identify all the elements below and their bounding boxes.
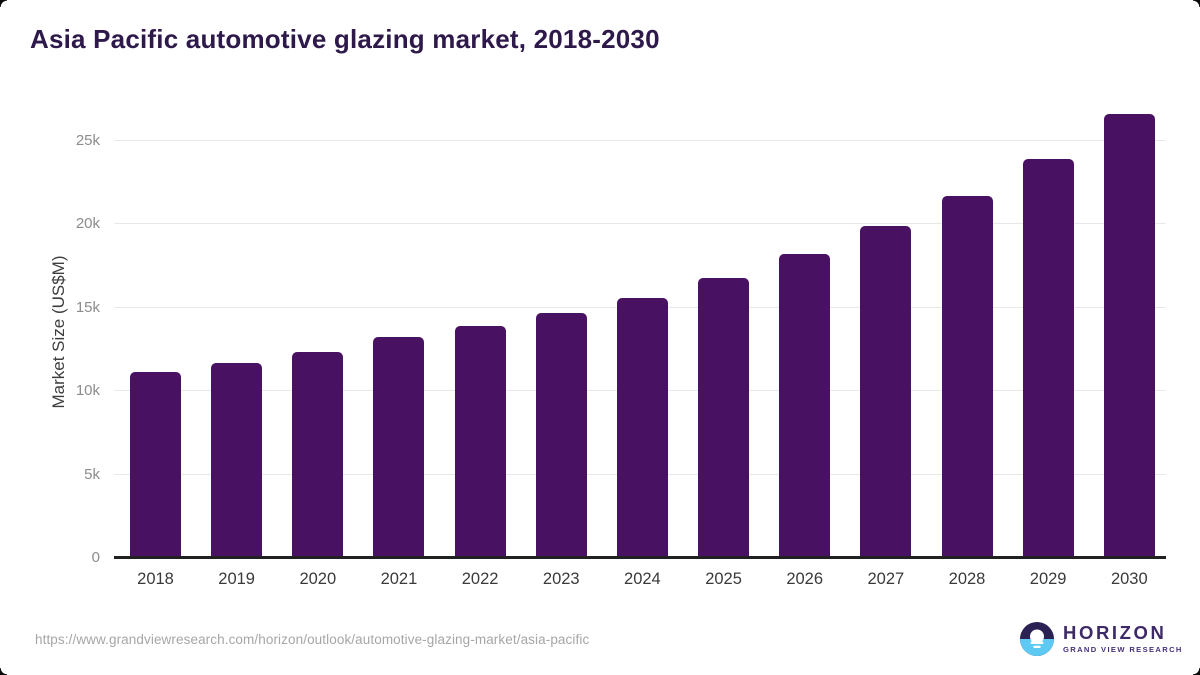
bar-2030 — [1103, 113, 1155, 557]
x-tick-2022: 2022 — [461, 570, 499, 588]
horizon-logo-icon — [1020, 622, 1054, 656]
window-corner-top-left — [0, 0, 7, 7]
x-axis-line — [114, 556, 1166, 559]
bar-2019 — [211, 363, 263, 557]
x-tick-2026: 2026 — [786, 570, 824, 588]
y-tick-10k: 10k — [75, 382, 100, 399]
x-tick-2024: 2024 — [624, 570, 661, 588]
x-tick-2027: 2027 — [867, 570, 905, 588]
bar-2029 — [1022, 158, 1074, 557]
x-tick-2018: 2018 — [137, 570, 174, 588]
bar-2024 — [616, 298, 668, 557]
y-axis-title: Market Size (US$M) — [49, 255, 68, 409]
y-tick-15k: 15k — [75, 298, 100, 316]
horizon-logo-text: HORIZON GRAND VIEW RESEARCH — [1063, 624, 1183, 654]
x-tick-2029: 2029 — [1029, 570, 1067, 588]
x-tick-2021: 2021 — [380, 570, 418, 588]
bar-2025 — [698, 278, 750, 557]
bar-2020 — [292, 352, 344, 557]
y-tick-20k: 20k — [75, 215, 100, 232]
y-tick-25k: 25k — [75, 131, 100, 149]
bar-2027 — [860, 226, 912, 557]
gridline-25k — [114, 139, 1166, 141]
y-tick-0: 0 — [91, 549, 100, 566]
y-tick-5k: 5k — [84, 465, 100, 483]
chart-title: Asia Pacific automotive glazing market, … — [30, 24, 660, 54]
window-corner-bottom-right — [1193, 668, 1200, 675]
x-tick-2023: 2023 — [542, 570, 580, 588]
source-url: https://www.grandviewresearch.com/horizo… — [35, 632, 590, 647]
x-tick-2030: 2030 — [1110, 570, 1148, 588]
bar-2022 — [454, 325, 506, 557]
x-tick-2028: 2028 — [948, 570, 986, 588]
bar-2021 — [373, 337, 425, 557]
bar-2023 — [535, 313, 587, 557]
plot-area: 0 5k 10k 15k 20k 25k 2018 2019 2020 2021 2022 2023 2… — [76, 90, 1166, 588]
x-tick-2020: 2020 — [299, 570, 337, 588]
bar-2018 — [130, 372, 181, 557]
horizon-logo-tagline: GRAND VIEW RESEARCH — [1063, 645, 1183, 655]
x-tick-2025: 2025 — [705, 570, 742, 588]
window-corner-top-right — [1193, 0, 1200, 7]
bar-2028 — [941, 196, 993, 557]
gridline-20k — [114, 223, 1166, 224]
window-corner-bottom-left — [0, 668, 7, 675]
horizon-logo: HORIZON GRAND VIEW RESEARCH — [1020, 622, 1183, 656]
x-tick-2019: 2019 — [218, 570, 255, 588]
horizon-logo-name: HORIZON — [1063, 622, 1167, 644]
bar-2026 — [779, 253, 831, 557]
